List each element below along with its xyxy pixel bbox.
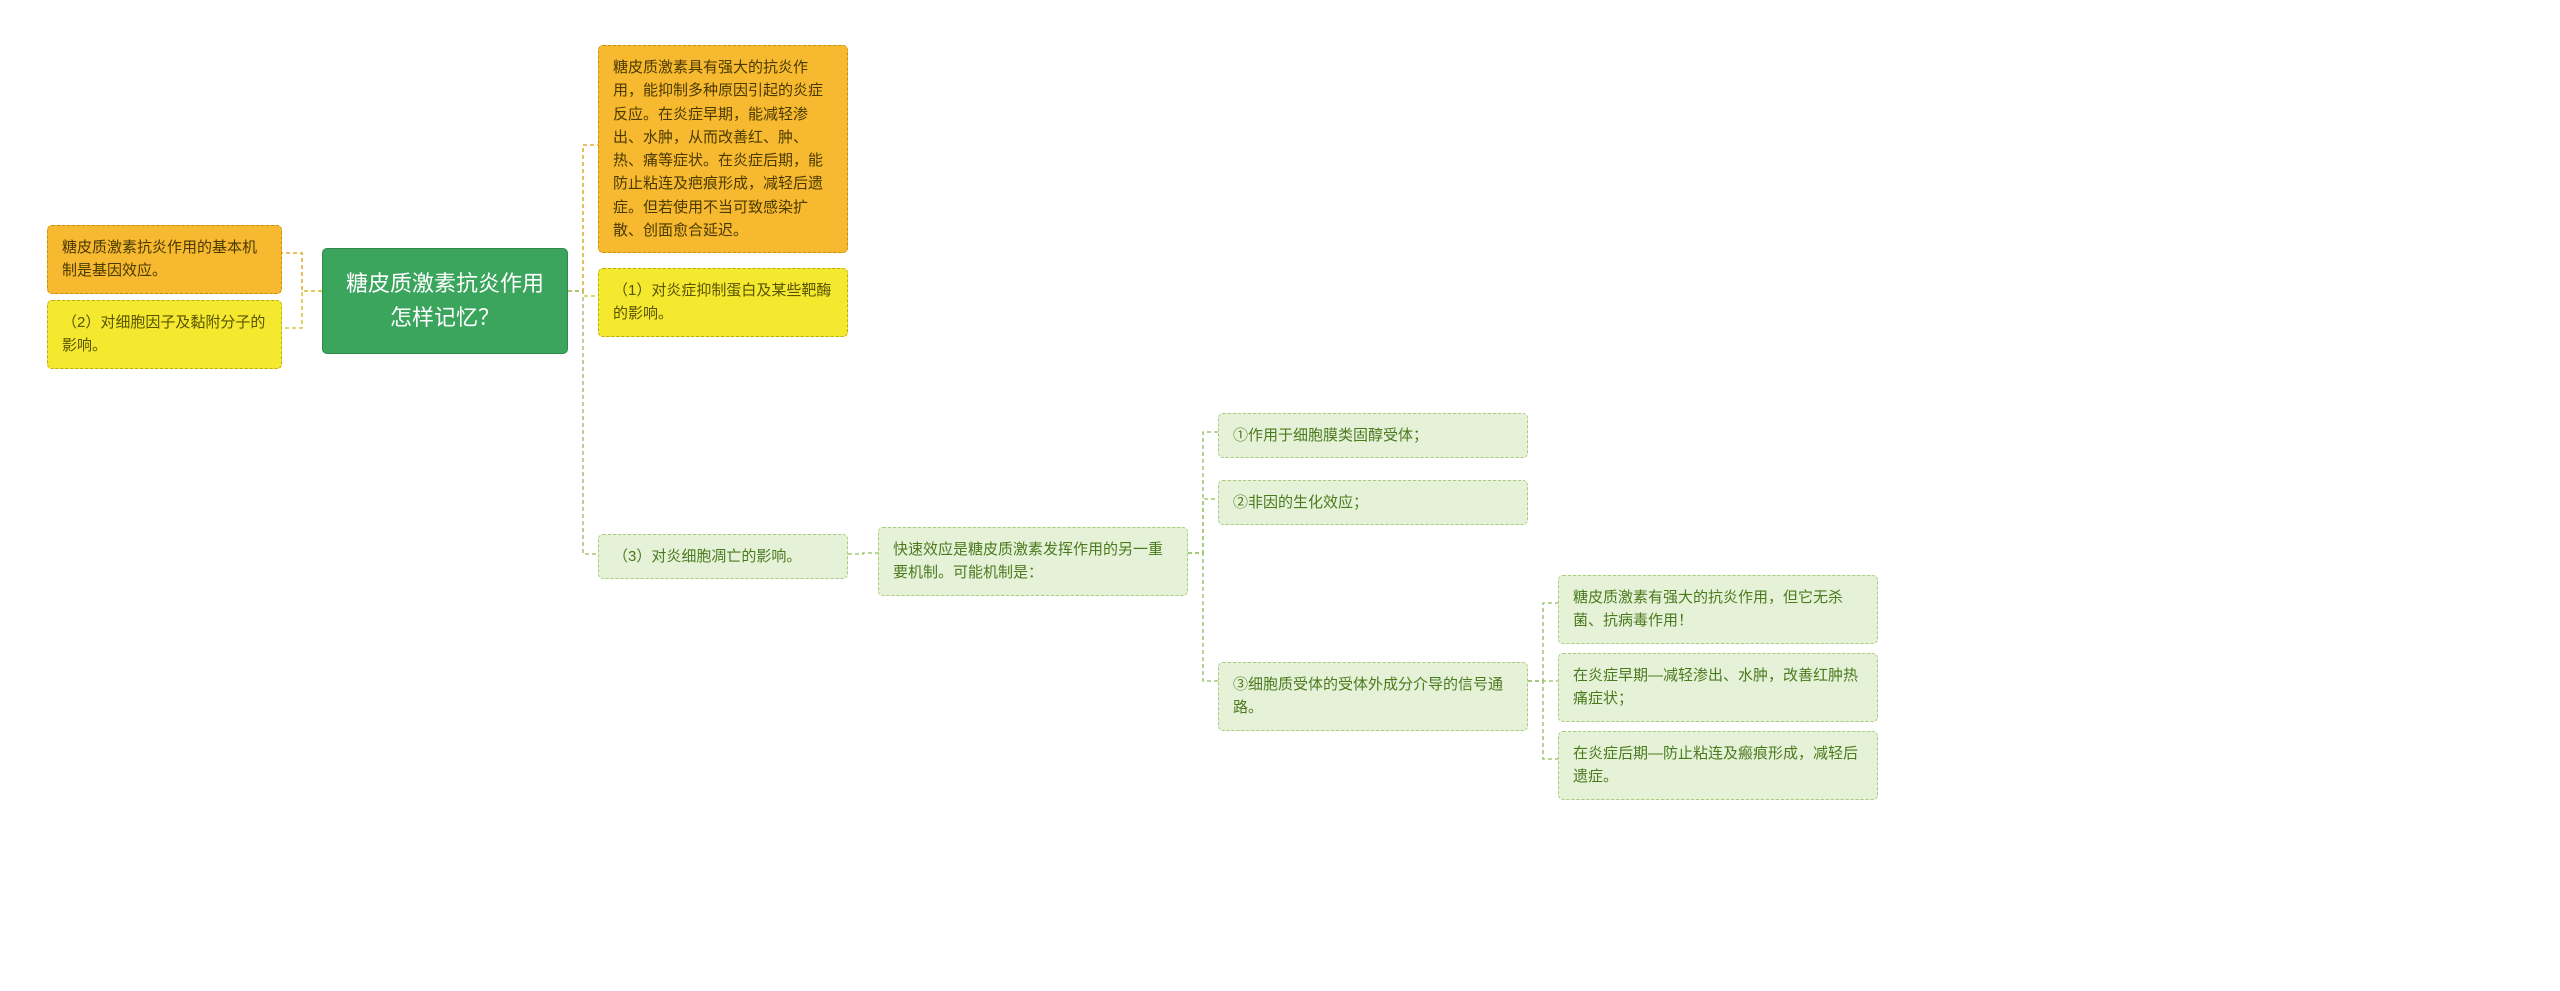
node-d1: 糖皮质激素有强大的抗炎作用，但它无杀菌、抗病毒作用！: [1558, 575, 1878, 644]
node-d2: 在炎症早期—减轻渗出、水肿，改善红肿热痛症状；: [1558, 653, 1878, 722]
node-left-a: 糖皮质激素抗炎作用的基本机制是基因效应。: [47, 225, 282, 294]
connector: [1188, 432, 1218, 553]
node-d3: 在炎症后期—防止粘连及瘢痕形成，减轻后遗症。: [1558, 731, 1878, 800]
connector: [1188, 499, 1218, 553]
connector: [848, 553, 878, 554]
node-left-b: （2）对细胞因子及黏附分子的影响。: [47, 300, 282, 369]
connector: [568, 291, 598, 554]
node-m3: ③细胞质受体的受体外成分介导的信号通路。: [1218, 662, 1528, 731]
root-node: 糖皮质激素抗炎作用怎样记忆？: [322, 248, 568, 354]
node-r3: （3）对炎细胞凋亡的影响。: [598, 534, 848, 579]
connector: [1528, 603, 1558, 681]
connector: [282, 291, 322, 328]
node-m1: ①作用于细胞膜类固醇受体；: [1218, 413, 1528, 458]
connector: [1188, 553, 1218, 681]
node-r1: 糖皮质激素具有强大的抗炎作用，能抑制多种原因引起的炎症反应。在炎症早期，能减轻渗…: [598, 45, 848, 253]
connector: [1528, 681, 1558, 759]
node-m2: ②非因的生化效应；: [1218, 480, 1528, 525]
connector: [282, 253, 322, 291]
connector: [568, 145, 598, 291]
node-r3a: 快速效应是糖皮质激素发挥作用的另一重要机制。可能机制是：: [878, 527, 1188, 596]
connector: [568, 291, 598, 296]
node-r2: （1）对炎症抑制蛋白及某些靶酶的影响。: [598, 268, 848, 337]
